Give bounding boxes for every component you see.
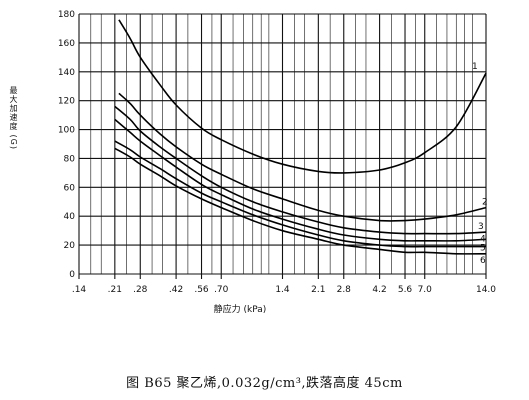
x-tick-label: 4.2 [372,285,386,295]
x-tick-label: 14.0 [476,285,496,295]
x-axis-label: 静应力 (kPa) [214,303,267,315]
curve-4 [114,118,487,242]
x-tick-label: .42 [169,285,183,295]
y-tick-label: 180 [58,10,75,20]
x-tick-label: .14 [72,285,87,295]
y-tick-label: 120 [58,97,75,107]
y-tick-label: 100 [58,126,75,136]
curve-label-3: 3 [478,222,484,232]
x-tick-label: .28 [133,285,148,295]
curves [114,19,487,255]
x-tick-label: .21 [108,285,122,295]
x-tick-labels: .14 .21 .28 .42 .56 .70 1.4 2.1 2.8 4.2 5.6 7.0 14.0 [72,285,496,295]
y-tick-label: 80 [64,154,76,164]
x-tick-label: 5.6 [398,285,413,295]
y-tick-label: 0 [69,270,75,280]
curve-2 [118,92,487,222]
curve-1 [118,19,487,174]
y-tick-label: 140 [58,68,75,78]
curve-3 [114,105,487,235]
curve-label-1: 1 [472,62,478,72]
curve-label-5: 5 [480,244,486,254]
x-tick-label: 2.1 [311,285,325,295]
x-tick-label: .56 [194,285,209,295]
y-tick-label: 60 [64,183,76,193]
y-tick-label: 20 [64,241,76,251]
curve-labels: 1 2 3 45 6 [472,62,488,266]
x-tick-label: 2.8 [337,285,352,295]
y-tick-label: 40 [64,212,76,222]
x-tick-label: 7.0 [418,285,433,295]
y-axis-label: 最大加速度 (G) [9,86,18,150]
y-tick-labels: 0 20 40 60 80 100 120 140 160 180 [58,10,75,280]
curve-6 [114,147,487,255]
grid [78,13,487,279]
x-tick-label: 1.4 [275,285,290,295]
y-tick-label: 160 [58,39,75,49]
y-axis-label-wrap: 最大加速度 (G) [8,86,22,206]
x-tick-label: .70 [214,285,229,295]
curve-label-6: 6 [480,256,486,266]
curve-label-4: 4 [480,234,486,244]
curve-5 [114,140,486,248]
curve-label-2: 2 [482,198,488,208]
figure-caption: 图 B65 聚乙烯,0.032g/cm³,跌落高度 45cm [126,376,403,391]
